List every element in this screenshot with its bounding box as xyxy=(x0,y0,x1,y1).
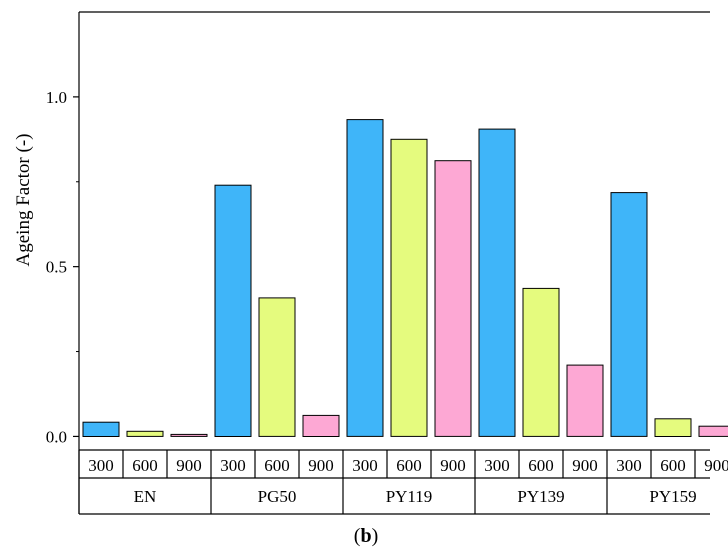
bar-py159-600 xyxy=(654,418,692,437)
bar-py159-300 xyxy=(610,192,648,437)
bar-pg50-600 xyxy=(258,297,296,437)
caption-open-paren: ( xyxy=(354,525,361,547)
category-table: 300 600 900 EN 300 600 900 PG50 300 600 900 PY119 30… xyxy=(78,449,728,515)
bar-en-300 xyxy=(82,421,120,438)
y-tick-label: 0.0 xyxy=(46,427,67,446)
bar-py119-600 xyxy=(390,138,428,437)
bar-en-900 xyxy=(170,433,208,437)
sub-label-py119-600: 600 xyxy=(396,456,422,475)
bar-py139-900 xyxy=(566,364,604,437)
sub-label-pg50-600: 600 xyxy=(264,456,290,475)
sub-label-py159-900: 900 xyxy=(704,456,728,475)
sub-label-py159-300: 300 xyxy=(616,456,642,475)
bar-py159-900 xyxy=(698,425,728,437)
caption-close-paren: ) xyxy=(372,525,379,547)
bar-pg50-300 xyxy=(214,184,252,437)
sub-label-py159-600: 600 xyxy=(660,456,686,475)
sub-label-py139-300: 300 xyxy=(484,456,510,475)
sub-label-en-300: 300 xyxy=(88,456,114,475)
sub-label-en-600: 600 xyxy=(132,456,158,475)
bar-py139-300 xyxy=(478,128,516,437)
sub-label-py139-600: 600 xyxy=(528,456,554,475)
sub-label-py119-900: 900 xyxy=(440,456,466,475)
sub-label-pg50-900: 900 xyxy=(308,456,334,475)
figure-caption: (b) xyxy=(354,525,378,547)
sub-label-py119-300: 300 xyxy=(352,456,378,475)
caption-letter: b xyxy=(360,525,371,547)
group-label-py139: PY139 xyxy=(517,487,564,506)
sub-label-pg50-300: 300 xyxy=(220,456,246,475)
bar-pg50-900 xyxy=(302,414,340,437)
sub-label-py139-900: 900 xyxy=(572,456,598,475)
y-tick-label: 0.5 xyxy=(46,258,67,277)
y-axis-label: Ageing Factor (-) xyxy=(13,134,34,267)
y-ticks-layer: 0.0 0.5 1.0 xyxy=(46,88,79,446)
bar-en-600 xyxy=(126,430,164,437)
group-label-en: EN xyxy=(134,487,157,506)
axes-layer xyxy=(78,11,710,450)
y-tick-label: 1.0 xyxy=(46,88,67,107)
group-label-pg50: PG50 xyxy=(258,487,297,506)
bars-layer xyxy=(82,119,728,438)
group-label-py159: PY159 xyxy=(649,487,696,506)
group-label-py119: PY119 xyxy=(386,487,433,506)
bar-py119-900 xyxy=(434,160,472,437)
bar-py119-300 xyxy=(346,119,384,437)
bar-py139-600 xyxy=(522,287,560,437)
sub-label-en-900: 900 xyxy=(176,456,202,475)
